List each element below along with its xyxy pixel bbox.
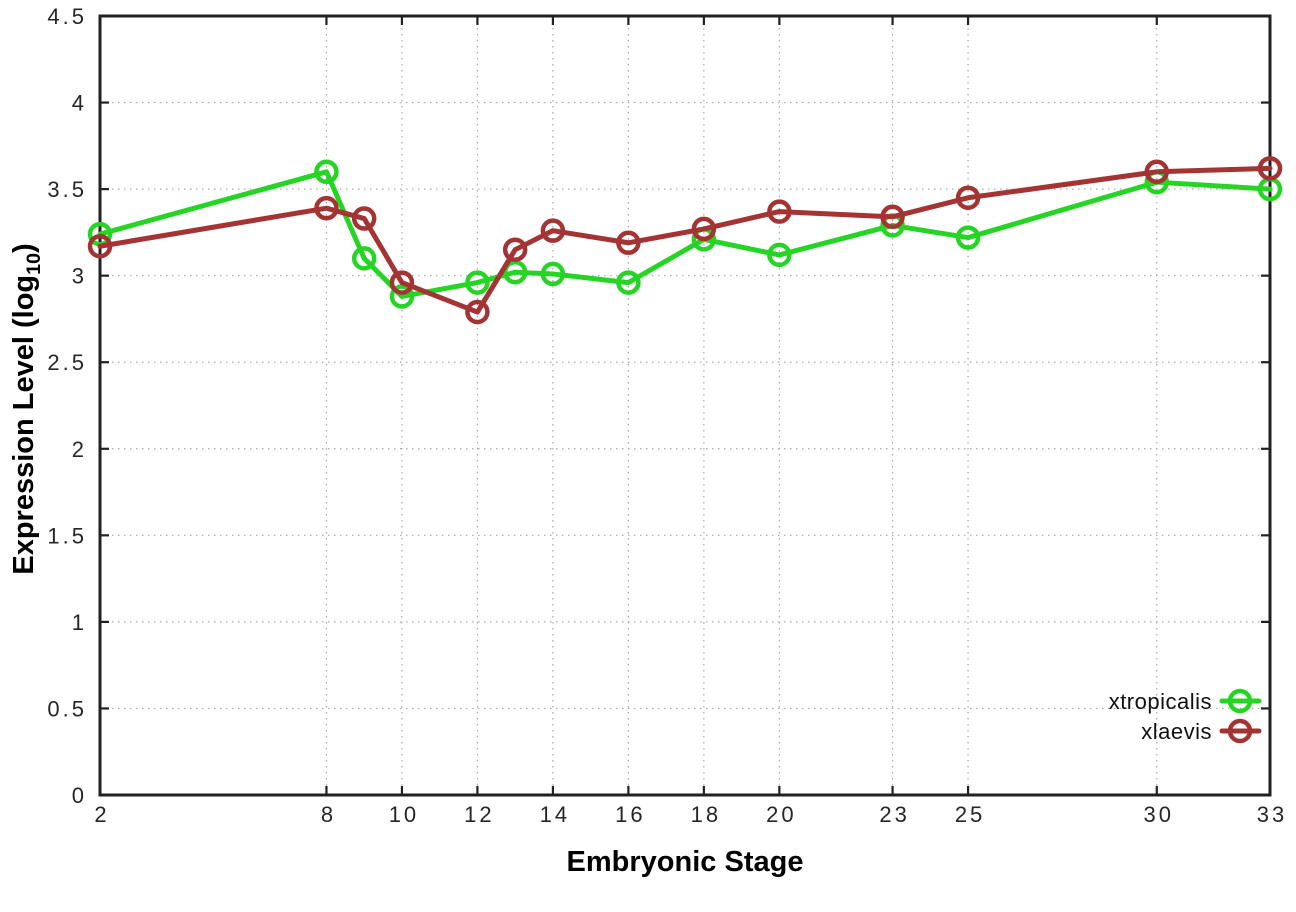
tick-labels: 0 0.5 1 1.5 2 2.5 3 3.5 4 4.5 2 8 10 12 14 16 18 20 23 25 30… (47, 4, 1287, 827)
x-tick-label: 8 (321, 802, 336, 827)
legend: xtropicalis xlaevis (1109, 688, 1262, 744)
y-tick-label: 0.5 (47, 696, 87, 721)
legend-marker-sample (1227, 718, 1253, 744)
data-point-marker (502, 237, 528, 262)
tick-marks (98, 14, 1272, 797)
data-point-marker (880, 204, 905, 230)
data-point-marker (1144, 159, 1170, 185)
data-point-marker (389, 270, 415, 295)
gridlines (100, 16, 1270, 795)
data-point-marker (389, 284, 415, 309)
data-point-marker (314, 159, 339, 185)
data-point-marker (616, 230, 641, 256)
plot-border (98, 14, 1272, 797)
legend-marker-sample (1227, 688, 1253, 714)
data-point-marker (767, 242, 792, 268)
x-tick-label: 16 (615, 802, 645, 827)
series-line (97, 165, 1273, 315)
y-tick-label: 4 (72, 91, 87, 116)
data-point-marker (767, 199, 792, 224)
x-tick-label: 2 (94, 802, 109, 827)
legend-entry-xlaevis: xlaevis (1141, 718, 1262, 744)
data-point-marker (351, 246, 377, 271)
y-axis-title: Expression Level (log10) (8, 209, 46, 609)
data-point-marker (502, 259, 528, 285)
series-xlaevis (87, 156, 1283, 325)
data-point-marker (691, 216, 717, 242)
y-tick-label: 3.5 (47, 177, 87, 202)
y-axis-title-close: ) (8, 243, 41, 253)
x-tick-label: 30 (1144, 802, 1174, 827)
data-point-marker (465, 299, 490, 325)
legend-label: xtropicalis (1109, 689, 1212, 714)
x-tick-label: 18 (691, 802, 721, 827)
y-tick-label: 3 (72, 264, 87, 289)
y-tick-label: 2 (72, 437, 87, 462)
data-point-marker (314, 195, 339, 221)
y-tick-label: 4.5 (47, 4, 87, 29)
x-tick-label: 25 (955, 802, 985, 827)
data-point-marker (955, 185, 981, 211)
x-tick-label: 12 (464, 802, 494, 827)
data-point-marker (1257, 156, 1283, 181)
x-tick-label: 23 (879, 802, 909, 827)
data-point-marker (616, 270, 641, 295)
data-point-marker (465, 270, 490, 295)
x-axis-title: Embryonic Stage (566, 846, 804, 878)
data-point-marker (87, 233, 113, 259)
data-point-marker (540, 261, 566, 287)
data-point-marker (955, 225, 981, 250)
x-tick-label: 14 (540, 802, 570, 827)
y-tick-label: 1.5 (47, 523, 87, 548)
y-tick-label: 2.5 (47, 350, 87, 375)
y-tick-label: 0 (72, 783, 87, 808)
x-tick-label: 10 (389, 802, 419, 827)
y-axis-title-text: Expression Level (log (8, 274, 41, 575)
legend-entry-xtropicalis: xtropicalis (1109, 688, 1262, 714)
legend-label: xlaevis (1141, 719, 1212, 744)
x-tick-label: 20 (766, 802, 796, 827)
data-point-marker (351, 206, 377, 231)
x-tick-label: 33 (1257, 802, 1287, 827)
y-axis-title-subscript: 10 (22, 252, 45, 275)
data-point-marker (540, 218, 566, 243)
y-tick-label: 1 (72, 610, 87, 635)
